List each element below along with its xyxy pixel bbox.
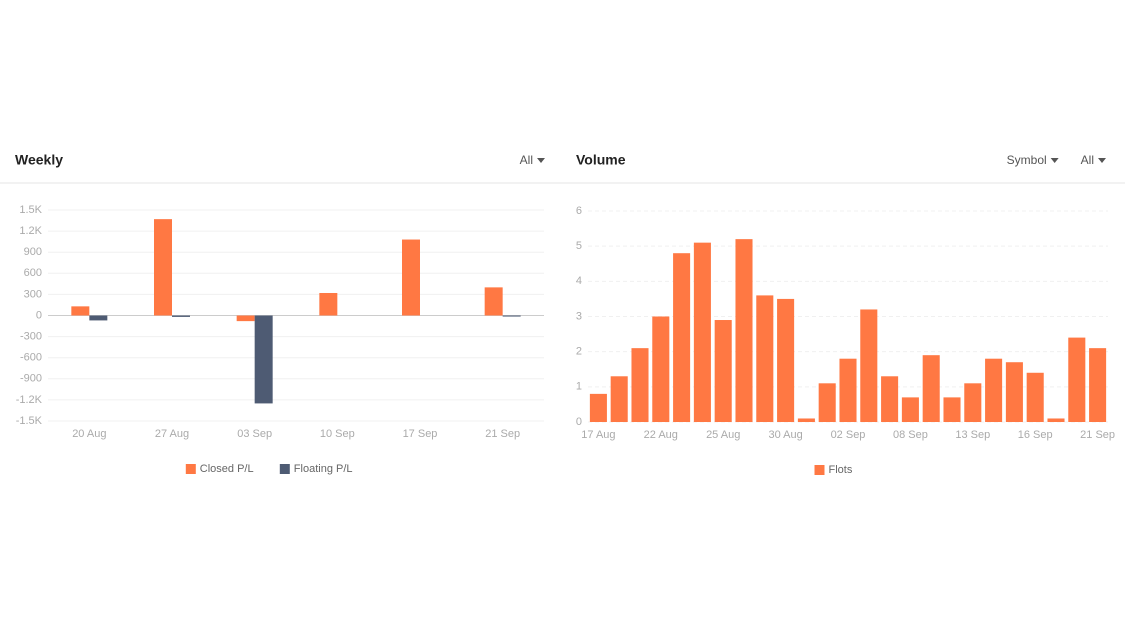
x-tick-label: 08 Sep — [893, 429, 928, 441]
y-tick-label: 0 — [576, 416, 582, 428]
bar — [610, 376, 628, 422]
bar — [1068, 337, 1086, 422]
bar — [89, 315, 108, 321]
x-tick-label: 10 Sep — [320, 428, 355, 440]
bar — [236, 315, 255, 322]
x-tick-label: 21 Sep — [1080, 429, 1115, 441]
bar — [839, 358, 857, 422]
legend-label: Flots — [829, 464, 853, 476]
x-tick-label: 03 Sep — [237, 428, 272, 440]
bar — [631, 348, 649, 422]
dropdown-caret — [1050, 158, 1059, 163]
x-tick-label: 13 Sep — [955, 429, 990, 441]
bar — [943, 397, 961, 422]
legend-label: Closed P/L — [200, 463, 254, 475]
filter-dropdown[interactable]: All — [1081, 153, 1094, 167]
bar — [797, 418, 815, 422]
y-tick-label: 5 — [576, 240, 582, 252]
bar — [402, 239, 420, 316]
y-tick-label: -1.5K — [16, 415, 43, 427]
dropdown-caret — [1098, 158, 1106, 163]
panel-title: Weekly — [15, 152, 63, 168]
x-tick-label: 25 Aug — [706, 429, 740, 441]
legend-swatch — [814, 465, 825, 475]
bar — [254, 315, 273, 404]
bar — [735, 239, 753, 422]
y-tick-label: 2 — [576, 346, 582, 358]
y-tick-label: -900 — [20, 373, 42, 385]
panel-title: Volume — [576, 152, 626, 168]
bar — [881, 376, 899, 422]
bar — [714, 320, 732, 422]
bar — [985, 358, 1003, 422]
bar — [589, 393, 607, 422]
bar — [502, 315, 521, 317]
bar — [901, 397, 919, 422]
y-tick-label: -600 — [20, 352, 42, 364]
legend-swatch — [185, 464, 196, 474]
x-tick-label: 30 Aug — [768, 429, 802, 441]
y-tick-label: 6 — [576, 205, 582, 217]
bar — [964, 383, 982, 422]
y-tick-label: 1.5K — [19, 204, 42, 216]
x-tick-label: 22 Aug — [644, 429, 678, 441]
bar — [71, 306, 90, 316]
bar — [154, 219, 172, 316]
x-tick-label: 17 Aug — [581, 429, 615, 441]
y-tick-label: 1.2K — [19, 225, 42, 237]
dropdown-caret — [537, 158, 545, 163]
bar — [484, 287, 503, 316]
bar — [818, 383, 836, 422]
y-tick-label: 300 — [24, 288, 42, 300]
bar — [652, 316, 670, 422]
bar — [860, 309, 878, 422]
y-tick-label: 3 — [576, 310, 582, 322]
y-tick-label: 1 — [576, 381, 582, 393]
y-tick-label: -1.2K — [16, 394, 43, 406]
x-tick-label: 27 Aug — [155, 428, 189, 440]
bar — [1089, 348, 1107, 422]
x-tick-label: 17 Sep — [403, 428, 438, 440]
bar — [319, 292, 338, 316]
bar — [693, 242, 711, 422]
bar — [673, 253, 691, 422]
y-tick-label: 900 — [24, 246, 42, 258]
bar — [1005, 362, 1023, 422]
x-tick-label: 21 Sep — [485, 428, 520, 440]
x-tick-label: 02 Sep — [831, 429, 866, 441]
bar — [756, 295, 774, 422]
y-tick-label: 4 — [576, 275, 582, 287]
filter-dropdown[interactable]: All — [520, 153, 533, 167]
x-tick-label: 16 Sep — [1018, 429, 1053, 441]
filter-dropdown[interactable]: Symbol — [1007, 153, 1047, 167]
y-tick-label: -300 — [20, 331, 42, 343]
bar — [1047, 418, 1065, 422]
x-tick-label: 20 Aug — [72, 428, 106, 440]
bar — [1026, 372, 1044, 422]
legend-swatch — [279, 464, 290, 474]
bar — [172, 315, 190, 317]
bar — [922, 355, 940, 422]
bar — [777, 298, 795, 422]
y-tick-label: 600 — [24, 267, 42, 279]
y-tick-label: 0 — [36, 309, 42, 321]
legend-label: Floating P/L — [294, 463, 353, 475]
